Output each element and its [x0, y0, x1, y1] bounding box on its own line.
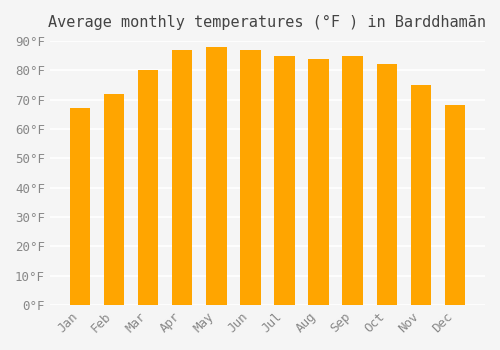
Bar	[104, 94, 124, 305]
Bar	[172, 50, 193, 305]
Bar	[445, 105, 465, 305]
Bar	[206, 47, 227, 305]
Bar	[274, 56, 294, 305]
Title: Average monthly temperatures (°F ) in Barddhamān: Average monthly temperatures (°F ) in Ba…	[48, 15, 486, 30]
Bar	[240, 50, 260, 305]
Bar	[376, 64, 397, 305]
Bar	[342, 56, 363, 305]
Bar	[138, 70, 158, 305]
Bar	[308, 58, 329, 305]
Bar	[410, 85, 431, 305]
Bar	[70, 108, 90, 305]
